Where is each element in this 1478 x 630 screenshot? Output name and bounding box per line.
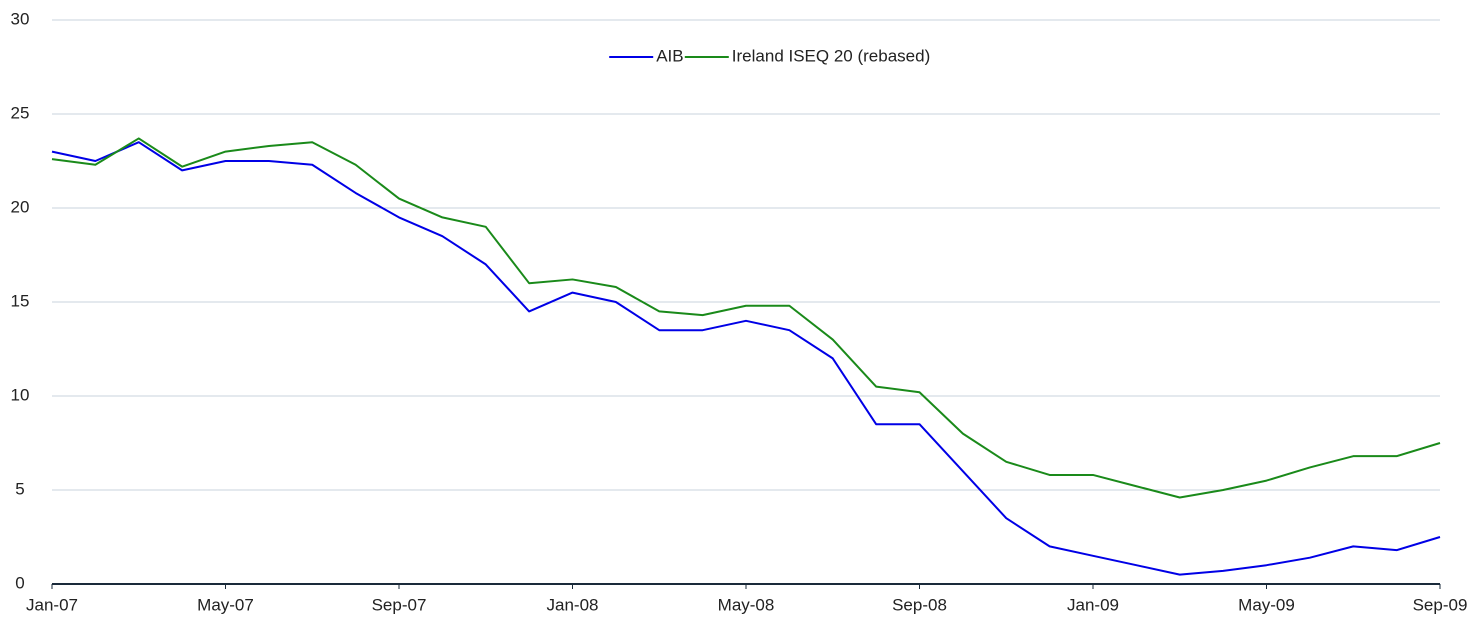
y-tick-label: 25: [11, 103, 30, 122]
x-tick-label: May-08: [718, 595, 775, 614]
y-tick-label: 30: [11, 9, 30, 28]
series-line: [51, 137, 1441, 499]
legend-label: Ireland ISEQ 20 (rebased): [732, 46, 930, 65]
y-tick-label: 0: [15, 573, 24, 592]
x-tick-label: Sep-07: [372, 595, 427, 614]
y-tick-label: 5: [15, 479, 24, 498]
y-tick-label: 15: [11, 291, 30, 310]
legend-label: AIB: [656, 46, 683, 65]
y-tick-label: 10: [11, 385, 30, 404]
x-tick-label: May-07: [197, 595, 254, 614]
x-tick-label: May-09: [1238, 595, 1295, 614]
x-tick-label: Jan-07: [26, 595, 78, 614]
x-tick-label: Sep-08: [892, 595, 947, 614]
series-line: [51, 141, 1441, 576]
x-tick-label: Sep-09: [1413, 595, 1468, 614]
y-tick-label: 20: [11, 197, 30, 216]
x-tick-label: Jan-08: [547, 595, 599, 614]
x-tick-label: Jan-09: [1067, 595, 1119, 614]
